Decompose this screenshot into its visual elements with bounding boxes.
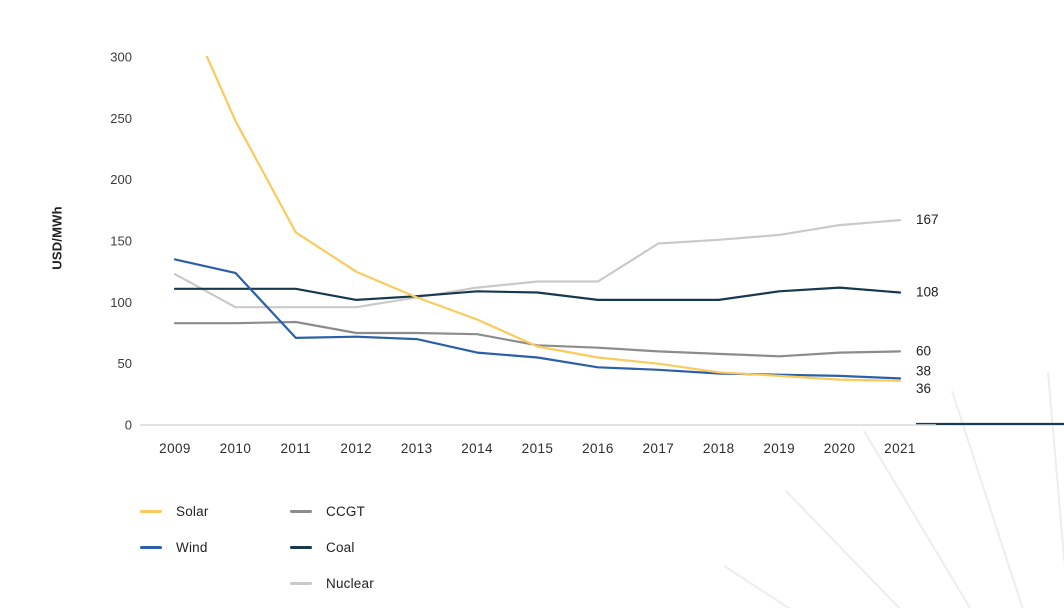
- series-line-coal: [173, 286, 902, 301]
- legend-label-solar: Solar: [176, 504, 209, 519]
- x-tick-label: 2016: [582, 441, 614, 456]
- x-tick-label: 2011: [281, 441, 312, 456]
- y-tick-label: 100: [110, 295, 132, 310]
- legend-item-nuclear: Nuclear: [290, 575, 374, 592]
- legend-item-coal: Coal: [290, 539, 374, 556]
- end-value-label-ccgt: 60: [916, 343, 931, 358]
- ray-lines: [723, 371, 1064, 608]
- legend-label-ccgt: CCGT: [326, 504, 366, 519]
- series-line-ccgt: [173, 320, 902, 358]
- series-line-solar: [205, 56, 902, 382]
- legend-swatch-coal: [290, 546, 312, 549]
- x-tick-label: 2015: [522, 441, 554, 456]
- legend-item-wind: Wind: [140, 539, 290, 556]
- line-chart: 0 50 100 150 200 250 300 2009 2010 2011 2012 2013 20…: [110, 50, 939, 457]
- y-axis-title: USD/MWh: [49, 206, 65, 270]
- x-tick-label: 2020: [824, 441, 856, 456]
- x-tick-label: 2009: [159, 441, 191, 456]
- x-tick-label: 2018: [703, 441, 735, 456]
- chart-legend: Solar Wind CCGT Coal Nuclear: [140, 503, 374, 592]
- legend-label-wind: Wind: [176, 540, 208, 555]
- x-tick-label: 2021: [884, 441, 916, 456]
- end-value-label-solar: 36: [916, 381, 931, 396]
- x-tick-label: 2019: [763, 441, 795, 456]
- legend-label-nuclear: Nuclear: [326, 576, 374, 591]
- x-tick-label: 2013: [401, 441, 433, 456]
- series-line-wind: [173, 258, 902, 380]
- legend-item-ccgt: CCGT: [290, 503, 374, 520]
- legend-column-1: Solar Wind: [140, 503, 290, 556]
- legend-swatch-nuclear: [290, 582, 312, 585]
- legend-swatch-wind: [140, 546, 162, 549]
- x-tick-label: 2014: [461, 441, 493, 456]
- y-tick-label: 50: [118, 356, 132, 371]
- legend-swatch-solar: [140, 510, 162, 513]
- chart-wrap: 0 50 100 150 200 250 300 2009 2010 2011 2012 2013 20…: [49, 50, 939, 457]
- x-tick-label: 2010: [220, 441, 252, 456]
- legend-item-solar: Solar: [140, 503, 290, 520]
- end-value-label-coal: 108: [916, 285, 939, 300]
- legend-swatch-ccgt: [290, 510, 312, 513]
- y-tick-label: 250: [110, 111, 132, 126]
- x-tick-label: 2017: [643, 441, 675, 456]
- y-tick-label: 300: [110, 50, 132, 65]
- end-value-label-wind: 38: [916, 363, 931, 378]
- x-tick-label: 2012: [340, 441, 372, 456]
- y-tick-label: 200: [110, 172, 132, 187]
- y-tick-label: 0: [125, 418, 132, 433]
- end-value-label-nuclear: 167: [916, 212, 939, 227]
- legend-label-coal: Coal: [326, 540, 355, 555]
- series-line-nuclear: [173, 219, 902, 309]
- y-tick-label: 150: [110, 234, 132, 249]
- legend-column-2: CCGT Coal Nuclear: [290, 503, 374, 592]
